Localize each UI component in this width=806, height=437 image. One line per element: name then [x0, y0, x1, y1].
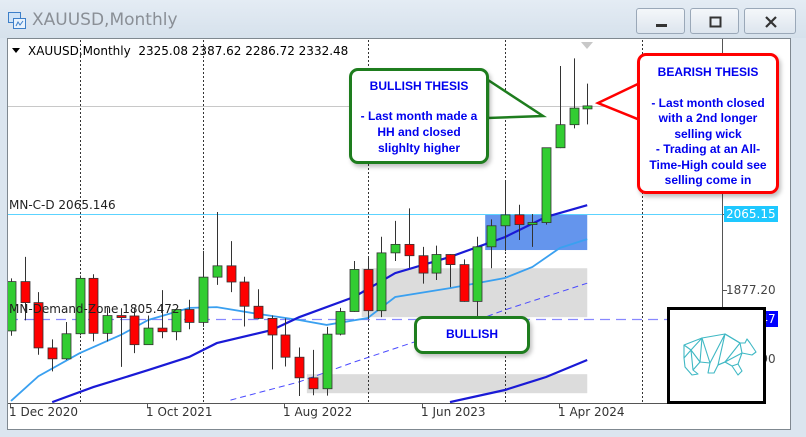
- candle-body: [212, 265, 223, 278]
- candle-body: [198, 276, 209, 323]
- candle-body: [267, 317, 278, 336]
- indicator-slow: [51, 204, 588, 403]
- x-axis-label: 1 Oct 2021: [146, 405, 213, 419]
- candle-body: [294, 356, 305, 379]
- bearish-thesis-text: - Trading at an All-: [655, 142, 761, 156]
- candle-body: [75, 277, 86, 335]
- bearish-thesis-text: selling wick: [674, 126, 742, 141]
- candle-body: [253, 305, 264, 319]
- candle-body: [33, 302, 44, 349]
- chart-header: XAUUSD,Monthly 2325.08 2387.62 2286.72 2…: [28, 44, 348, 58]
- candle-body: [582, 105, 593, 110]
- bearish-thesis-pointer: [594, 81, 642, 122]
- chart-ohlc: 2325.08 2387.62 2286.72 2332.48: [138, 44, 349, 58]
- geometric-bear-icon: [683, 333, 757, 376]
- candle-body: [143, 327, 154, 346]
- candle-body: [280, 334, 291, 358]
- gray-zone: [306, 374, 588, 394]
- bear-image: [667, 307, 766, 404]
- candle-body: [88, 277, 99, 334]
- chart-window-icon: [8, 12, 26, 29]
- bearish-thesis-text: - Last month closed: [651, 95, 765, 110]
- candle-body: [514, 214, 525, 225]
- candle-body: [445, 254, 456, 266]
- window-title: XAUUSD,Monthly: [32, 10, 178, 30]
- candle-body: [376, 252, 387, 312]
- mn-c-d-label: MN-C-D 2065.146: [9, 198, 116, 212]
- bullish-callout: BULLISH: [414, 316, 530, 354]
- candle-body: [335, 311, 346, 335]
- candle-body: [226, 265, 237, 283]
- bullish-thesis-text: HH and closed: [377, 125, 461, 139]
- candle-body: [239, 281, 250, 307]
- title-bar: XAUUSD,Monthly: [0, 0, 806, 38]
- minimize-icon: [656, 24, 667, 27]
- y-axis-label: 1877.20: [726, 283, 776, 297]
- bullish-title: BULLISH: [446, 327, 498, 341]
- candle-body: [431, 254, 442, 274]
- chart-symbol: XAUUSD,Monthly: [28, 44, 131, 58]
- chart-shift-marker-icon[interactable]: [581, 42, 593, 49]
- candle-body: [404, 243, 415, 257]
- candle-body: [500, 214, 511, 227]
- bullish-thesis-callout: BULLISH THESIS - Last month made a HH an…: [349, 68, 489, 164]
- indicator-slow: [449, 358, 588, 403]
- candle-body: [527, 222, 538, 225]
- candle-body: [555, 124, 566, 149]
- candle-body: [363, 269, 374, 312]
- x-axis-label: 1 Apr 2024: [558, 405, 625, 419]
- bullish-thesis-text: slighlty higher: [377, 141, 460, 155]
- candle-body: [472, 246, 483, 302]
- candle-body: [459, 264, 470, 302]
- candle-body: [102, 315, 113, 334]
- y-axis-label: 2065.15: [724, 206, 778, 222]
- candle-body: [171, 309, 182, 333]
- candle-body: [157, 327, 168, 333]
- candle-body: [308, 377, 319, 390]
- minimize-button[interactable]: [636, 8, 685, 34]
- bearish-thesis-callout: BEARISH THESIS - Last month closed with …: [637, 53, 779, 194]
- bullish-thesis-title: BULLISH THESIS: [369, 79, 469, 93]
- candle-body: [47, 347, 58, 360]
- bullish-thesis-text: - Last month made a: [360, 109, 478, 123]
- x-axis-label: 1 Dec 2020: [9, 405, 79, 419]
- close-button[interactable]: [744, 8, 796, 34]
- bearish-thesis-text: with a 2nd longer: [658, 111, 758, 125]
- candle-body: [20, 281, 31, 304]
- maximize-button[interactable]: [690, 8, 739, 34]
- candle-body: [418, 255, 429, 274]
- mn-demand-zone-label: MN-Demand-Zone 1805.472: [9, 302, 180, 316]
- bullish-thesis-pointer: [486, 77, 547, 120]
- candle-body: [116, 315, 127, 318]
- bearish-thesis-title: BEARISH THESIS: [657, 65, 759, 79]
- candle-body: [390, 243, 401, 254]
- candle-body: [349, 269, 360, 312]
- restore-icon: [709, 16, 722, 28]
- indicator-dashed: [230, 282, 588, 401]
- candle-body: [322, 333, 333, 390]
- x-axis-label: 1 Aug 2022: [283, 405, 353, 419]
- candle-body: [541, 147, 552, 223]
- candle-body: [129, 315, 140, 346]
- chart-menu-arrow-icon[interactable]: [12, 48, 20, 53]
- candle-body: [569, 107, 580, 126]
- candle-body: [184, 309, 195, 323]
- candle-body: [486, 225, 497, 248]
- candle-body: [61, 333, 72, 360]
- candle-body: [8, 281, 17, 332]
- bearish-thesis-text: Time-High could see: [649, 157, 767, 172]
- close-icon: [765, 16, 777, 28]
- x-axis-label: 1 Jun 2023: [421, 405, 486, 419]
- bearish-thesis-text: selling come in: [664, 173, 752, 187]
